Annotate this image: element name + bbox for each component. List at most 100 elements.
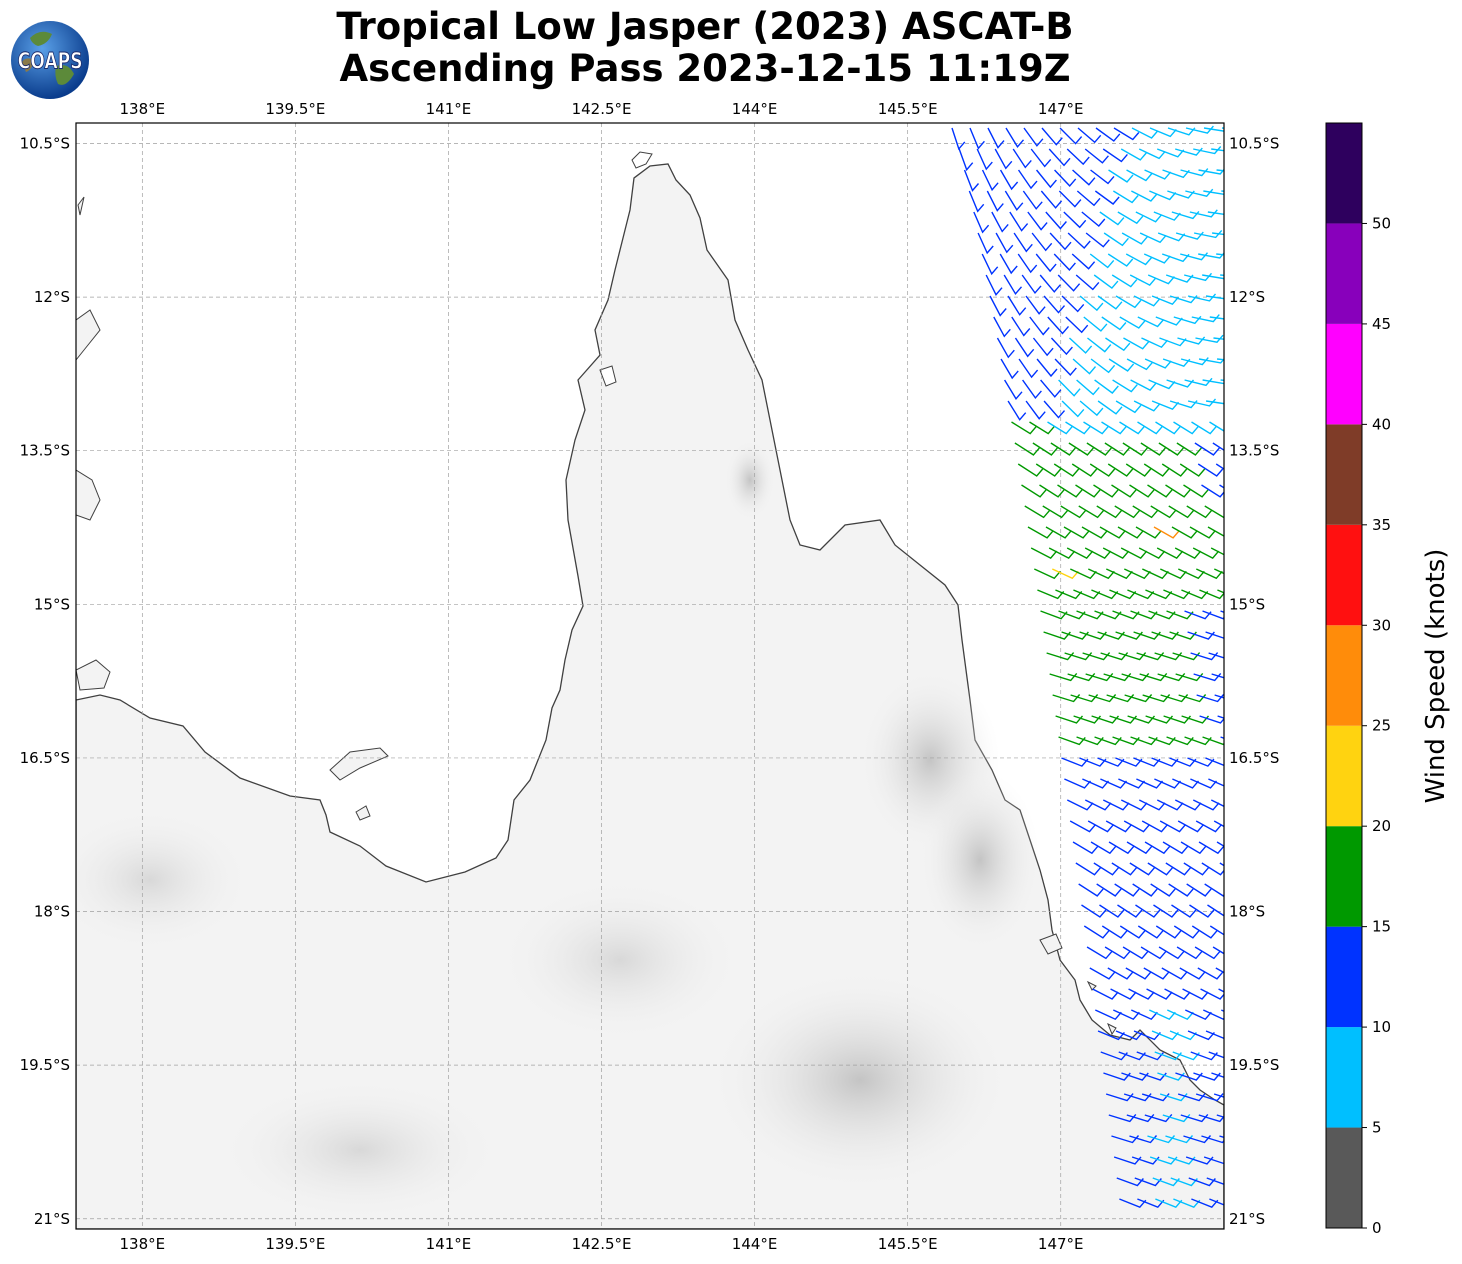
- lon-tick-label-bottom: 141°E: [426, 1235, 472, 1253]
- gridlines: [76, 123, 1224, 1229]
- wind-barb: [1115, 1030, 1143, 1041]
- wind-barb: [1126, 841, 1153, 855]
- wind-barb: [1078, 505, 1105, 519]
- wind-barb: [1161, 967, 1188, 980]
- wind-barb: [1209, 1198, 1224, 1206]
- wind-barb: [1208, 652, 1224, 659]
- wind-barb: [1111, 484, 1137, 498]
- wind-barb: [1198, 357, 1224, 364]
- wind-barb: [1143, 253, 1171, 264]
- wind-barb: [1127, 589, 1155, 600]
- wind-barb: [1104, 946, 1131, 960]
- wind-barb: [1130, 379, 1157, 391]
- wind-barb: [1138, 799, 1166, 811]
- wind-barb: [1011, 421, 1037, 435]
- wind-barb: [1114, 505, 1141, 519]
- wind-barb: [1207, 904, 1224, 917]
- wind-barb: [1009, 211, 1029, 232]
- wind-barb: [1213, 337, 1224, 340]
- wind-barb: [1204, 883, 1224, 897]
- wind-barb: [1121, 232, 1148, 245]
- wind-barb: [1060, 505, 1087, 519]
- wind-barb: [1041, 127, 1063, 146]
- wind-barb: [1211, 1072, 1224, 1078]
- wind-barb: [1139, 232, 1167, 244]
- wind-barb: [1186, 883, 1212, 897]
- wind-barb: [1145, 589, 1173, 600]
- wind-barb: [1202, 379, 1224, 385]
- wind-barb: [1207, 526, 1224, 537]
- wind-barb: [1064, 778, 1092, 789]
- wind-barb: [1027, 526, 1054, 539]
- wind-barb: [1039, 274, 1061, 293]
- wind-barb: [1171, 526, 1198, 539]
- wind-barb: [989, 295, 1007, 317]
- wind-barb: [1105, 337, 1131, 352]
- wind-barb: [1187, 398, 1217, 407]
- wind-barb: [1183, 862, 1210, 876]
- wind-barb: [969, 127, 985, 150]
- wind-barb: [1180, 841, 1207, 855]
- wind-barb: [1151, 757, 1179, 767]
- wind-barb: [1169, 1030, 1197, 1041]
- wind-barb: [1037, 589, 1065, 600]
- wind-barb: [1035, 253, 1057, 273]
- wind-barb: [987, 127, 1005, 149]
- wind-barb: [1141, 337, 1169, 349]
- wind-barb: [1047, 316, 1070, 335]
- wind-barb: [1167, 1009, 1194, 1021]
- wind-barb: [1157, 232, 1186, 242]
- wind-barb: [995, 232, 1014, 254]
- wind-barb: [1040, 190, 1063, 209]
- title-line-2: Ascending Pass 2023-12-15 11:19Z: [339, 47, 1071, 90]
- lat-tick-label-left: 21°S: [34, 1210, 70, 1228]
- wind-barb: [1125, 253, 1153, 266]
- wind-barb: [1131, 190, 1158, 202]
- wind-barb: [1108, 358, 1135, 372]
- wind-barb: [1087, 337, 1112, 353]
- wind-barb: [1036, 169, 1057, 189]
- wind-barb: [1107, 967, 1134, 980]
- wind-barb: [1077, 127, 1102, 144]
- wind-barb: [1055, 589, 1083, 600]
- wind-barb: [1205, 757, 1224, 767]
- wind-barb: [1087, 820, 1115, 833]
- lon-tick-label-top: 144°E: [732, 100, 778, 118]
- wind-barb: [1147, 484, 1173, 498]
- wind-barb: [1212, 232, 1224, 236]
- wind-barb: [1112, 379, 1138, 393]
- wind-barb: [1144, 169, 1172, 180]
- wind-barb: [1014, 337, 1035, 358]
- wind-barb: [1011, 316, 1031, 337]
- wind-barb: [1050, 337, 1073, 356]
- wind-barb: [1144, 841, 1171, 855]
- wind-barb: [1101, 421, 1127, 435]
- lon-tick-label-bottom: 138°E: [120, 1235, 166, 1253]
- wind-barb: [1021, 274, 1042, 295]
- wind-barb: [1161, 463, 1188, 477]
- wind-barb: [1156, 547, 1184, 559]
- wind-barb: [1081, 211, 1106, 227]
- wind-barb: [1153, 526, 1180, 539]
- wind-barb: [1083, 925, 1110, 939]
- wind-barb: [1133, 1030, 1161, 1041]
- wind-barb: [1097, 1030, 1125, 1041]
- wind-barb: [1192, 547, 1220, 559]
- wind-barb: [1111, 274, 1138, 288]
- wind-barb: [1095, 1009, 1122, 1021]
- wind-barb: [1151, 1030, 1179, 1041]
- wind-barb: [1102, 148, 1128, 163]
- wind-barb: [1216, 841, 1224, 847]
- wind-barb: [1032, 442, 1058, 456]
- wind-barb: [1126, 169, 1153, 182]
- wind-barb: [1165, 484, 1191, 498]
- wind-barb: [1143, 463, 1170, 477]
- wind-barb: [1048, 547, 1076, 559]
- wind-barbs: [951, 125, 1224, 1209]
- wind-barb: [1000, 358, 1019, 380]
- lon-tick-label-top: 142.5°E: [572, 100, 632, 118]
- lon-tick-label-bottom: 142.5°E: [572, 1235, 632, 1253]
- wind-barb: [1169, 757, 1197, 767]
- wind-barb: [1205, 400, 1224, 405]
- wind-barb: [1090, 841, 1117, 855]
